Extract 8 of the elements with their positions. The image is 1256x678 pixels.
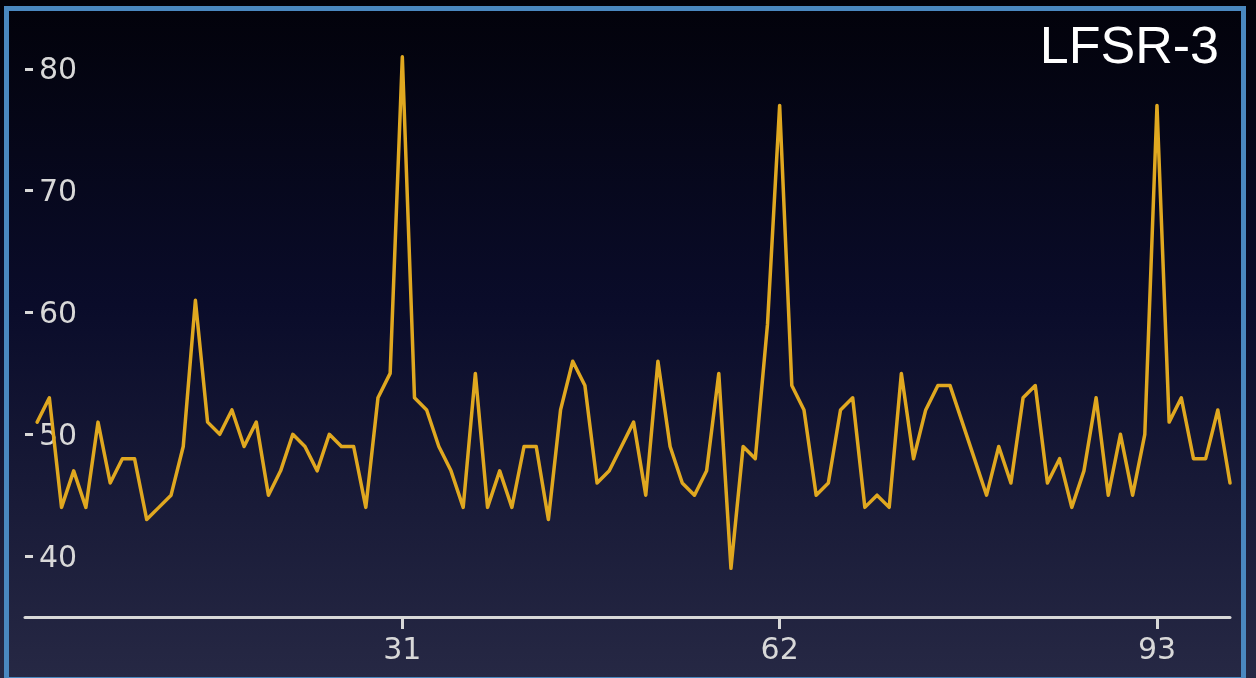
- y-tick-label: 70: [39, 173, 78, 209]
- y-tick-label: 80: [39, 51, 78, 87]
- y-tick-label: 60: [39, 295, 78, 330]
- x-tick-label: 62: [760, 630, 799, 666]
- chart-title: LFSR-3: [1039, 16, 1219, 74]
- x-tick-label: 31: [383, 630, 422, 666]
- x-tick-label: 93: [1137, 630, 1177, 666]
- y-tick-label: 40: [39, 538, 78, 574]
